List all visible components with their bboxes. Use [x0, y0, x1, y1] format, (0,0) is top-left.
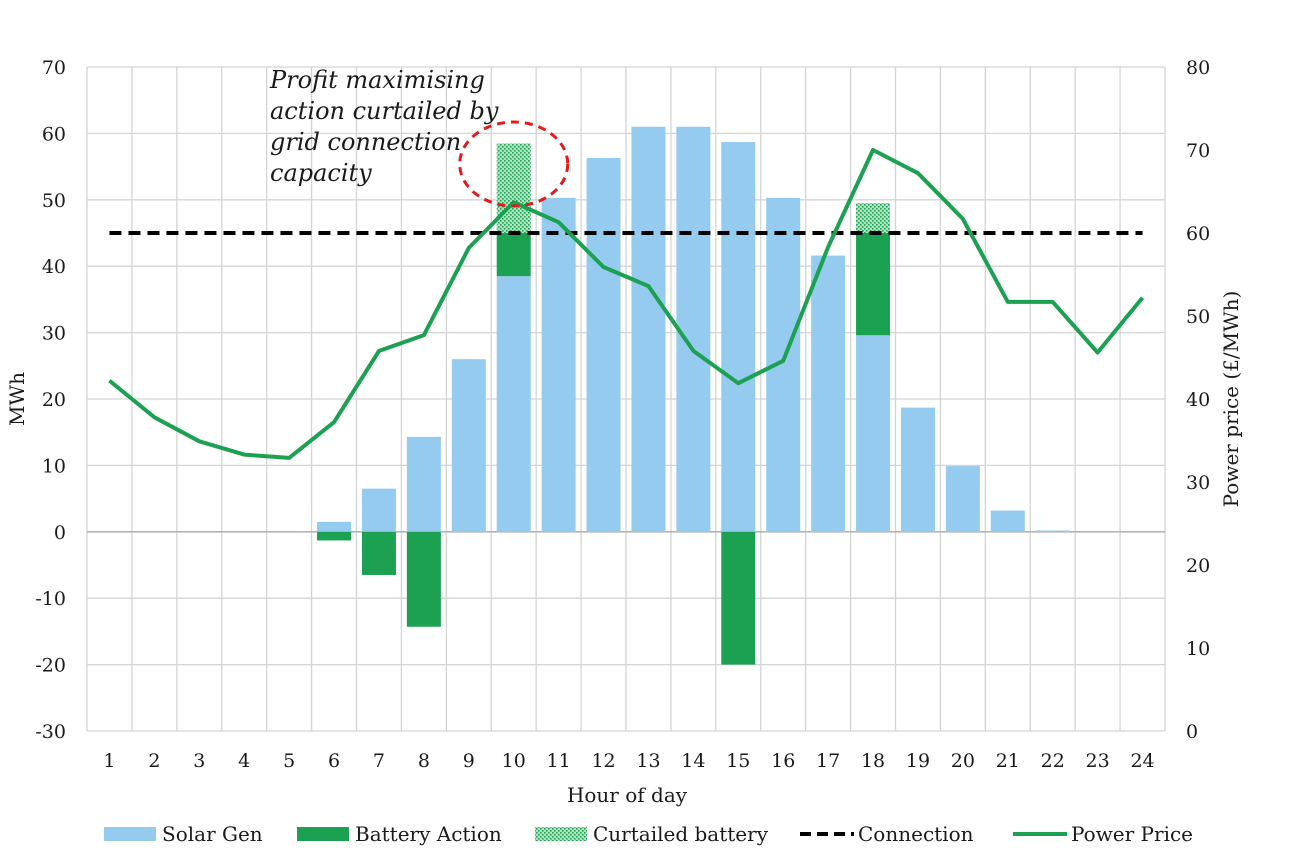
solar-gen-bar	[1035, 530, 1070, 532]
x-tick-label: 16	[771, 750, 795, 772]
x-tick-label: 6	[328, 750, 340, 772]
y-tick-label: 0	[54, 522, 66, 544]
solar-gen-bar	[900, 407, 935, 532]
annotation: Profit maximising action curtailed by grid…	[269, 66, 570, 208]
y2-tick-label: 40	[1186, 389, 1210, 411]
x-tick-label: 9	[463, 750, 475, 772]
legend-label: Connection	[858, 822, 974, 846]
y-tick-label: 60	[42, 123, 66, 145]
x-tick-label: 3	[193, 750, 205, 772]
legend-label: Battery Action	[355, 822, 502, 846]
solar-gen-bar	[990, 510, 1025, 532]
legend-swatch	[297, 827, 349, 841]
axes: 706050403020100-10-20-308070605040302010…	[5, 57, 1243, 807]
x-axis-title: Hour of day	[567, 783, 688, 807]
x-tick-label: 7	[373, 750, 385, 772]
solar-gen-bar	[496, 276, 531, 532]
y2-tick-label: 70	[1186, 140, 1210, 162]
battery-action-bar	[496, 233, 531, 277]
annotation-text-line: action curtailed by	[270, 97, 499, 125]
battery-action-bar	[856, 233, 891, 336]
solar-gen-bar	[541, 197, 576, 532]
y2-tick-label: 20	[1186, 555, 1210, 577]
y-tick-label: 70	[42, 57, 66, 79]
x-tick-label: 21	[996, 750, 1020, 772]
curtailment-highlight-ellipse	[458, 120, 570, 208]
x-tick-label: 23	[1086, 750, 1110, 772]
solar-gen-bar	[676, 126, 711, 532]
y-tick-label: -30	[35, 721, 66, 743]
legend-label: Curtailed battery	[593, 822, 769, 846]
y-tick-label: -20	[35, 655, 66, 677]
legend-swatch	[535, 827, 587, 841]
solar-gen-bar	[406, 436, 441, 532]
bar-series	[317, 126, 1070, 665]
x-tick-label: 15	[726, 750, 750, 772]
x-tick-label: 14	[681, 750, 705, 772]
legend-label: Power Price	[1071, 822, 1193, 846]
y-tick-label: 30	[42, 323, 66, 345]
legend-label: Solar Gen	[162, 822, 263, 846]
battery-action-bar	[721, 531, 756, 665]
x-tick-label: 1	[103, 750, 115, 772]
x-tick-label: 10	[502, 750, 526, 772]
y-tick-label: -10	[35, 588, 66, 610]
legend: Solar Gen Battery Action Curtailed battery…	[104, 822, 1193, 846]
solar-gen-bar	[631, 126, 666, 532]
solar-gen-bar	[945, 466, 980, 532]
y2-tick-label: 30	[1186, 472, 1210, 494]
x-tick-label: 18	[861, 750, 885, 772]
x-tick-label: 4	[238, 750, 250, 772]
battery-action-bar	[317, 531, 352, 541]
y2-tick-label: 60	[1186, 223, 1210, 245]
y-axis-title: MWh	[5, 372, 29, 426]
y2-tick-label: 0	[1186, 721, 1198, 743]
annotation-text-line: grid connection	[270, 128, 461, 156]
y2-tick-label: 80	[1186, 57, 1210, 79]
gridlines	[86, 66, 1166, 732]
x-tick-label: 2	[148, 750, 160, 772]
annotation-text-line: Profit maximising	[269, 66, 485, 94]
x-tick-label: 22	[1041, 750, 1065, 772]
x-tick-label: 20	[951, 750, 975, 772]
solar-gen-bar	[586, 157, 621, 532]
x-tick-label: 19	[906, 750, 930, 772]
solar-gen-bar	[721, 142, 756, 532]
y2-axis-title: Power price (£/MWh)	[1219, 291, 1243, 508]
solar-gen-bar	[361, 488, 396, 532]
y2-tick-label: 10	[1186, 638, 1210, 660]
solar-gen-bar	[451, 359, 486, 532]
curtailed-battery-bar	[496, 143, 531, 233]
x-tick-label: 8	[418, 750, 430, 772]
solar-gen-bar	[317, 521, 352, 532]
battery-action-bar	[406, 531, 441, 627]
y-tick-label: 50	[42, 190, 66, 212]
y-tick-label: 10	[42, 455, 66, 477]
curtailed-battery-bar	[856, 203, 891, 233]
x-tick-label: 11	[547, 750, 571, 772]
y2-tick-label: 50	[1186, 306, 1210, 328]
solar-gen-bar	[856, 335, 891, 532]
x-tick-label: 12	[591, 750, 615, 772]
x-tick-label: 5	[283, 750, 295, 772]
solar-gen-bar	[811, 255, 846, 532]
annotation-text-line: capacity	[270, 159, 372, 187]
x-tick-label: 13	[636, 750, 660, 772]
x-tick-label: 17	[816, 750, 840, 772]
power-price-line	[108, 148, 1145, 460]
legend-swatch	[104, 827, 156, 841]
y-tick-label: 20	[42, 389, 66, 411]
battery-action-bar	[361, 531, 396, 575]
line-series	[108, 148, 1145, 460]
x-tick-label: 24	[1130, 750, 1154, 772]
y-tick-label: 40	[42, 256, 66, 278]
